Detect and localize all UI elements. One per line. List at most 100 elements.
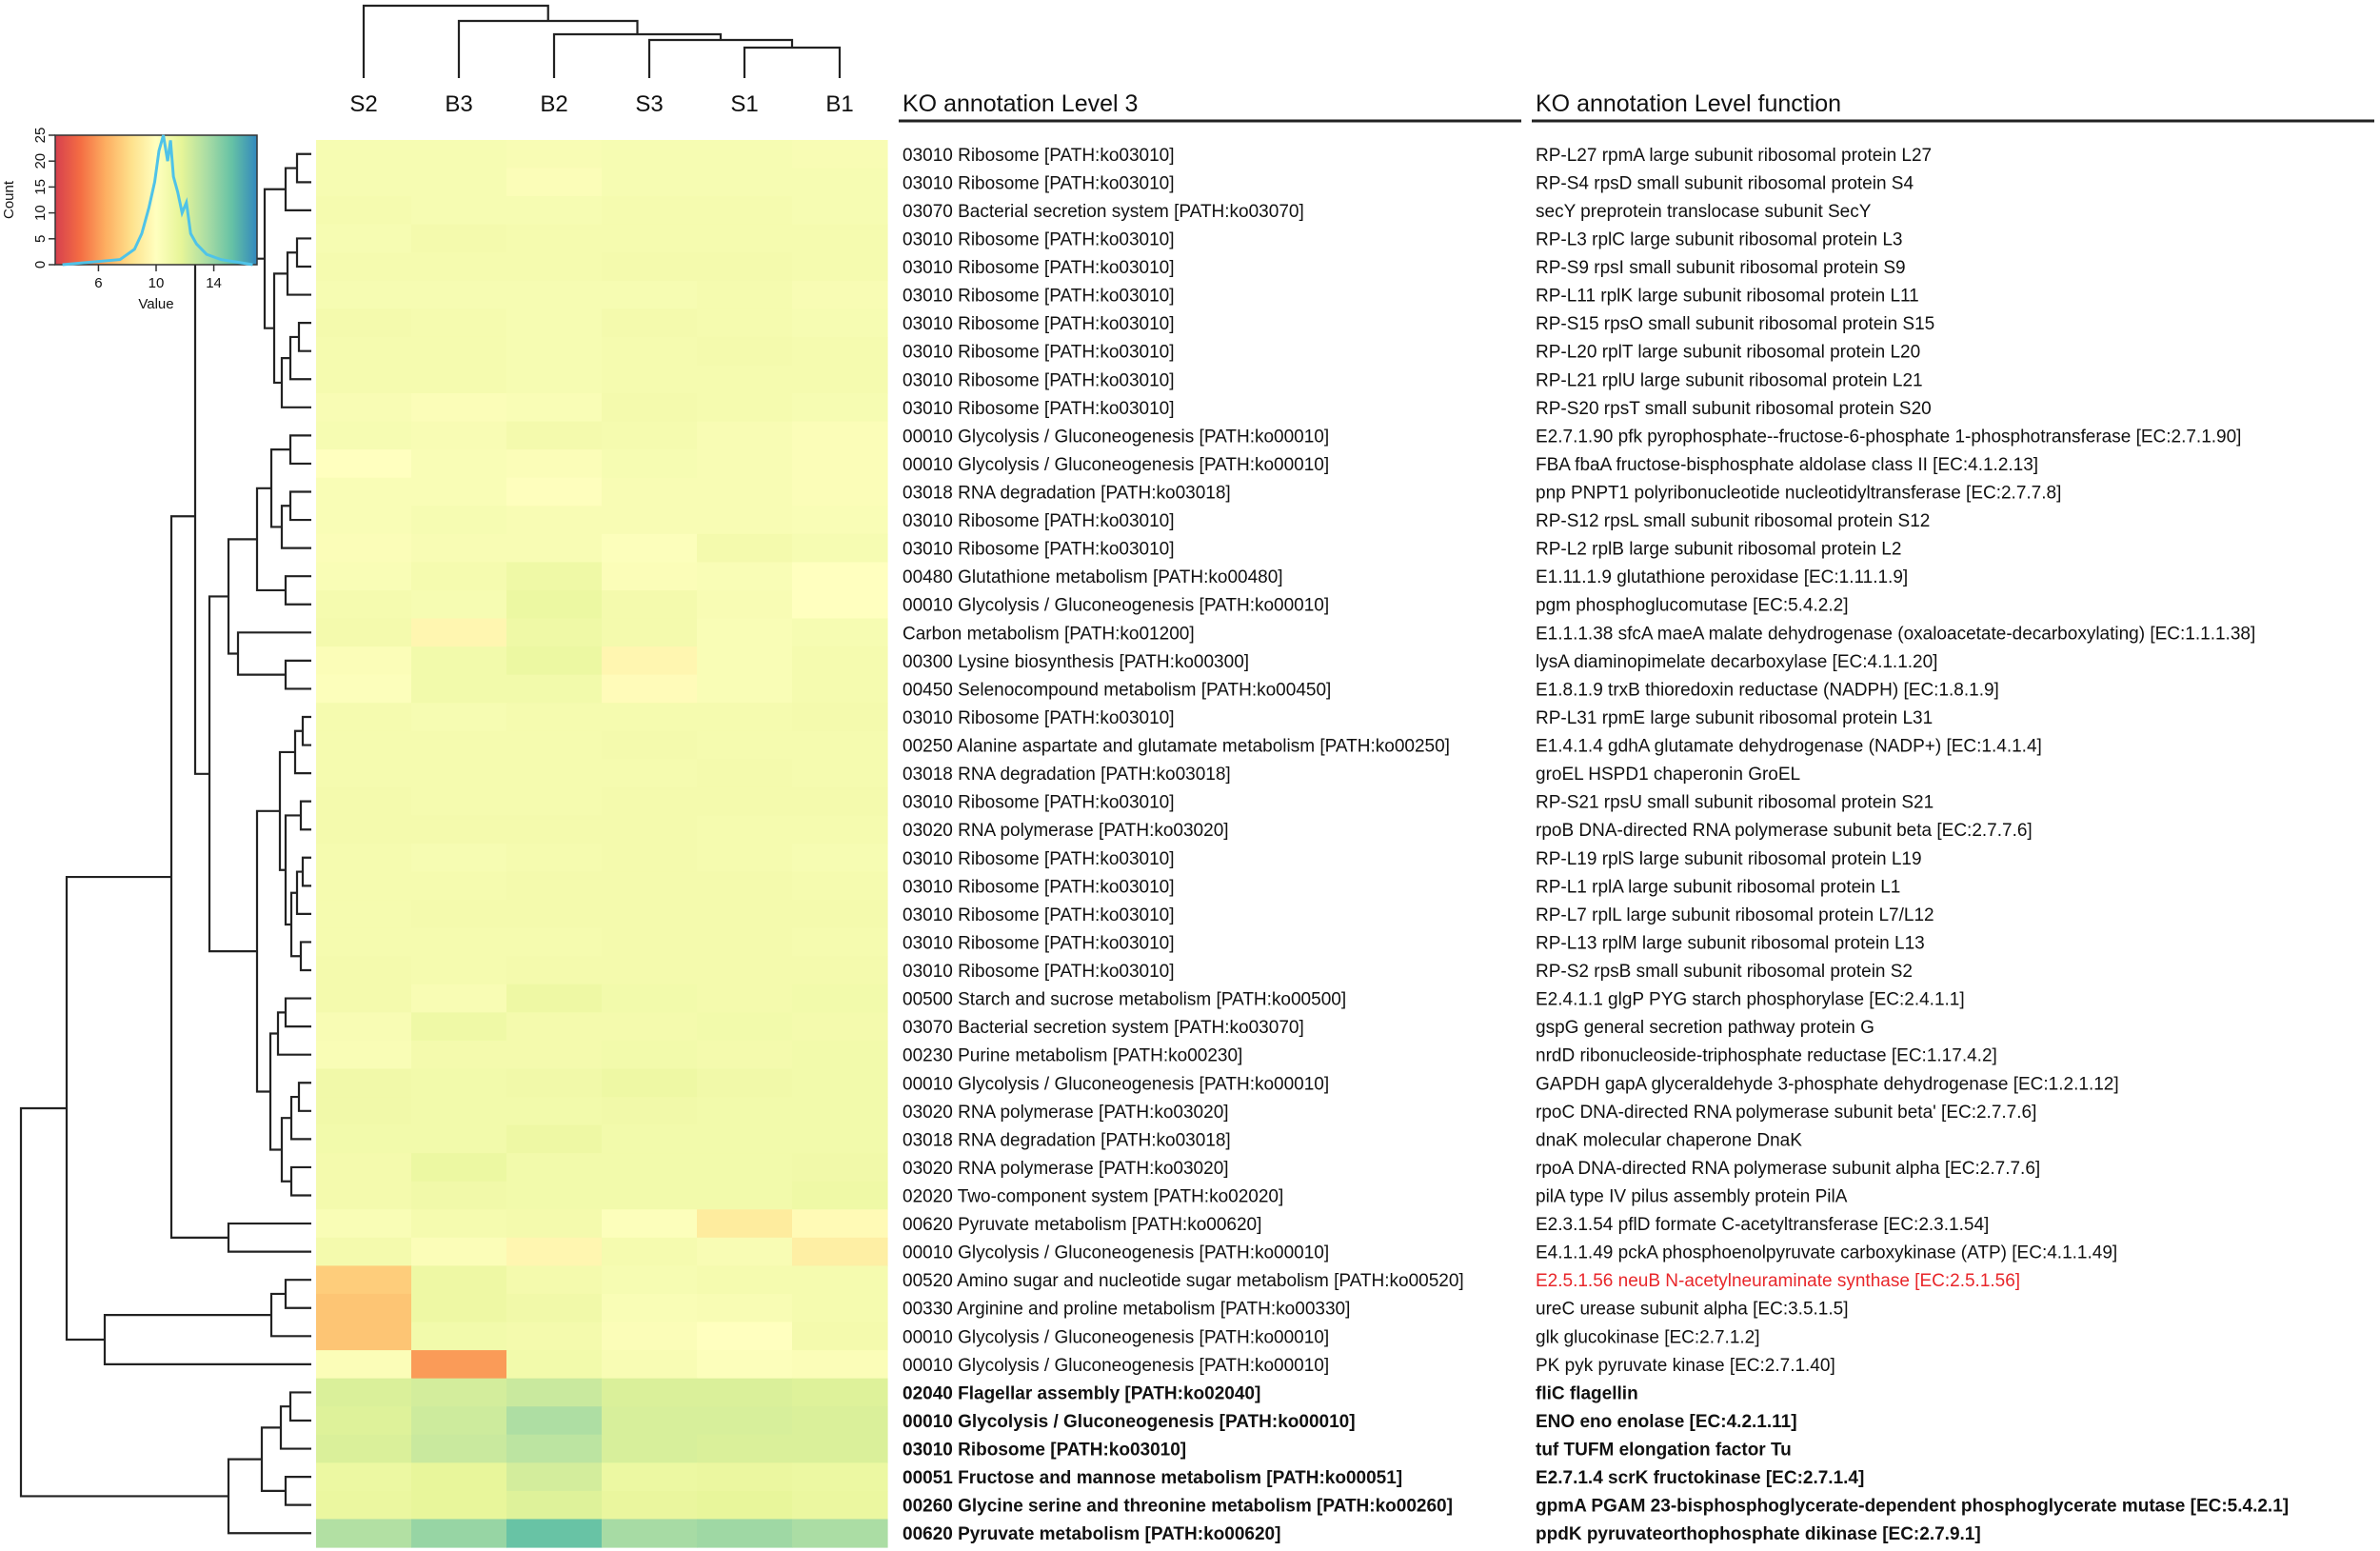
row-label-function: RP-S2 rpsB small subunit ribosomal prote… — [1536, 962, 1913, 982]
heatmap-cell — [792, 1434, 888, 1463]
heatmap-cell — [697, 336, 793, 367]
heatmap-cell — [697, 1040, 793, 1070]
heatmap-cell — [411, 308, 507, 338]
row-label-function: E1.4.1.4 gdhA glutamate dehydrogenase (N… — [1536, 737, 2042, 757]
heatmap-cell — [602, 1378, 698, 1407]
dendrogram-branch — [297, 322, 311, 352]
heatmap-cell — [316, 1322, 412, 1351]
row-label-level3: 00520 Amino sugar and nucleotide sugar m… — [902, 1271, 1464, 1291]
heatmap-cell — [316, 365, 412, 394]
dendrogram-branch — [288, 1391, 311, 1422]
heatmap-cell — [411, 1293, 507, 1323]
row-label-level3: 00620 Pyruvate metabolism [PATH:ko00620] — [902, 1524, 1280, 1544]
header-function: KO annotation Level function — [1536, 90, 1841, 117]
heatmap-cell — [602, 1181, 698, 1210]
column-label: B3 — [445, 91, 472, 117]
color-key: 6 10 14 0 5 10 15 20 25 Value Count — [1, 128, 258, 312]
heatmap-cell — [602, 815, 698, 845]
key-x-tick-label: 10 — [149, 275, 165, 291]
heatmap-cell — [792, 1209, 888, 1239]
column-label: B2 — [540, 91, 567, 117]
heatmap-cell — [411, 421, 507, 450]
heatmap-cell — [411, 1406, 507, 1436]
heatmap-cell — [411, 589, 507, 620]
heatmap-cell — [411, 562, 507, 591]
row-label-function: RP-L31 rpmE large subunit ribosomal prot… — [1536, 708, 1933, 728]
row-labels: 03010 Ribosome [PATH:ko03010] RP-L27 rpmA… — [902, 146, 2289, 1544]
heatmap-cell — [506, 533, 603, 563]
dendrogram-branch — [280, 356, 311, 408]
heatmap-cell — [697, 365, 793, 394]
heatmap-cell — [697, 844, 793, 873]
heatmap-cell — [316, 308, 412, 338]
row-label-level3: 03070 Bacterial secretion system [PATH:k… — [902, 202, 1304, 222]
dendrogram-branch — [227, 538, 257, 655]
heatmap-cell — [792, 196, 888, 226]
row-label-level3: 00010 Glycolysis / Gluconeogenesis [PATH… — [902, 1327, 1329, 1347]
heatmap-cell — [506, 365, 603, 394]
heatmap-cell — [316, 1265, 412, 1295]
heatmap-cell — [697, 646, 793, 676]
row-label-level3: 00480 Glutathione metabolism [PATH:ko004… — [902, 567, 1283, 587]
heatmap-cell — [411, 927, 507, 957]
heatmap-cell — [506, 1350, 603, 1380]
row-label-function: GAPDH gapA glyceraldehyde 3-phosphate de… — [1536, 1074, 2119, 1094]
heatmap-cell — [411, 759, 507, 788]
row-label-level3: 00330 Arginine and proline metabolism [P… — [902, 1300, 1350, 1320]
heatmap-cell — [411, 168, 507, 197]
heatmap-cell — [506, 1378, 603, 1407]
heatmap-cell — [411, 1322, 507, 1351]
key-y-tick-label: 0 — [32, 261, 49, 268]
heatmap-cell — [697, 871, 793, 901]
heatmap-cell — [697, 140, 793, 169]
heatmap-cell — [792, 646, 888, 676]
color-key-ylabel: Count — [1, 180, 17, 219]
heatmap-cell — [602, 562, 698, 591]
heatmap-cell — [792, 618, 888, 647]
row-label-function: E4.1.1.49 pckA phosphoenolpyruvate carbo… — [1536, 1243, 2117, 1263]
row-label-function: E1.11.1.9 glutathione peroxidase [EC:1.1… — [1536, 567, 1908, 587]
dendrogram-branch — [227, 1458, 311, 1535]
dendrogram-branch — [647, 38, 794, 78]
heatmap-cell — [697, 393, 793, 423]
row-label-level3: 03010 Ribosome [PATH:ko03010] — [902, 173, 1175, 193]
header-level3: KO annotation Level 3 — [902, 90, 1138, 117]
row-label-level3: 03020 RNA polymerase [PATH:ko03020] — [902, 1159, 1229, 1179]
row-label-function: ureC urease subunit alpha [EC:3.5.1.5] — [1536, 1300, 1848, 1320]
heatmap-cell — [506, 1519, 603, 1548]
dendrogram-branch — [295, 870, 311, 915]
heatmap-cell — [506, 336, 603, 367]
heatmap-cell — [697, 900, 793, 929]
heatmap-cell — [316, 646, 412, 676]
heatmap-cell — [602, 421, 698, 450]
heatmap-cell — [506, 1406, 603, 1436]
row-label-function: groEL HSPD1 chaperonin GroEL — [1536, 765, 1800, 785]
heatmap-cell — [602, 900, 698, 929]
heatmap-cell — [411, 984, 507, 1013]
row-label-function: RP-L20 rplT large subunit ribosomal prot… — [1536, 343, 1920, 363]
heatmap-cell — [506, 562, 603, 591]
row-label-level3: 03010 Ribosome [PATH:ko03010] — [902, 370, 1175, 390]
heatmap-cell — [506, 252, 603, 282]
heatmap-cell — [792, 449, 888, 479]
row-label-function: RP-S21 rpsU small subunit ribosomal prot… — [1536, 793, 1934, 813]
heatmap-cell — [792, 365, 888, 394]
heatmap-cell — [316, 589, 412, 620]
key-y-tick-label: 25 — [32, 128, 49, 144]
row-label-level3: 03010 Ribosome [PATH:ko03010] — [902, 877, 1175, 897]
row-label-function: tuf TUFM elongation factor Tu — [1536, 1441, 1792, 1461]
dendrogram-branch — [278, 750, 295, 871]
heatmap-cell — [602, 477, 698, 507]
heatmap-cell — [792, 589, 888, 620]
heatmap-cell — [316, 1097, 412, 1126]
heatmap-cell — [316, 927, 412, 957]
heatmap-cell — [602, 196, 698, 226]
key-x-tick-label: 6 — [94, 275, 102, 291]
row-label-function: RP-S20 rpsT small subunit ribosomal prot… — [1536, 399, 1932, 419]
heatmap-cell — [316, 477, 412, 507]
heatmap-cell — [316, 1209, 412, 1239]
heatmap-cell — [411, 1378, 507, 1407]
row-label-level3: 03010 Ribosome [PATH:ko03010] — [902, 849, 1175, 869]
heatmap-cell — [506, 1490, 603, 1521]
heatmap-cell — [506, 844, 603, 873]
